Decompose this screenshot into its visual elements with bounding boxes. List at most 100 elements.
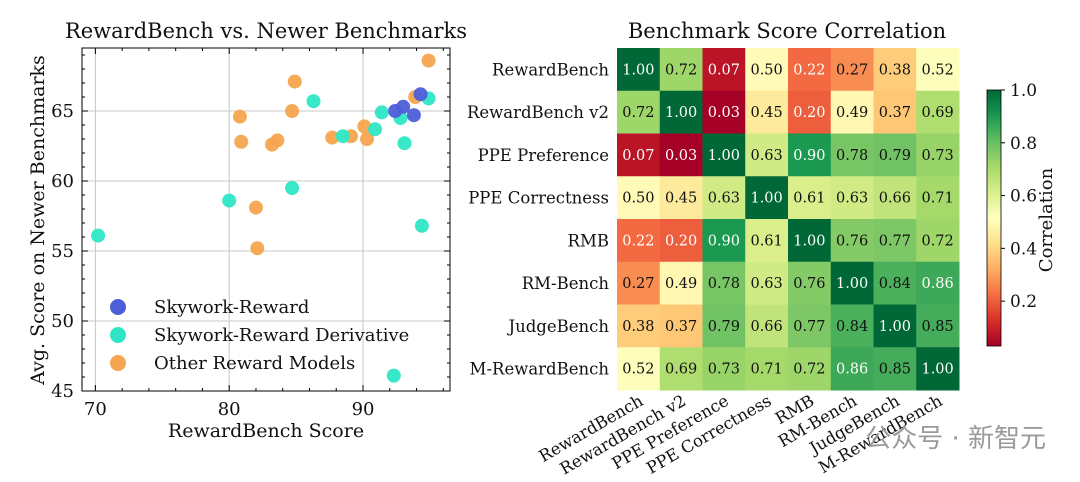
heatmap-chart: Benchmark Score Correlation 1.00 0.72 0.07… [467,19,1057,478]
heatmap-cell [702,261,746,305]
heatmap-cell-value: 0.77 [793,319,825,335]
heatmap-cell-value: 0.45 [665,191,697,207]
scatter-plot-frame [81,47,451,392]
heatmap-cell [830,304,874,348]
scatter-chart: RewardBench vs. Newer Benchmarks 70 80 90 4… [27,19,467,442]
heatmap-row-label: PPE Correctness [468,189,609,208]
heatmap-cell-value: 0.86 [836,362,868,378]
heatmap-cell [788,261,832,305]
heatmap-cell-value: 0.79 [708,319,740,335]
colorbar-label: Correlation [1036,167,1057,272]
scatter-point [248,200,263,215]
scatter-point [270,133,285,148]
scatter-point [413,87,428,102]
heatmap-cell [745,48,789,92]
heatmap-cell [745,133,789,177]
heatmap-cell-value: 0.86 [921,276,953,292]
heatmap-cell-value: 0.63 [708,191,740,207]
heatmap-cell-value: 0.37 [879,105,911,121]
heatmap-cell-value: 0.22 [793,62,825,78]
heatmap-cell [788,176,832,220]
heatmap-cell-value: 0.27 [836,62,868,78]
heatmap-cell [916,261,960,305]
heatmap-cell [659,347,703,391]
scatter-y-axis-label: Avg. Score on Newer Benchmarks [27,55,49,386]
heatmap-cell [745,347,789,391]
heatmap-cell-value: 0.73 [708,362,740,378]
heatmap-cell [617,261,661,305]
heatmap-cell [830,219,874,263]
scatter-point [397,136,412,151]
heatmap-cell-value: 0.49 [836,105,868,121]
legend-label: Other Reward Models [154,353,355,374]
heatmap-cell [745,219,789,263]
heatmap-cell-value: 1.00 [750,191,782,207]
heatmap-cell-value: 0.37 [665,319,697,335]
scatter-point [325,130,340,145]
heatmap-cell-value: 0.77 [879,233,911,249]
scatter-point [250,241,265,256]
scatter-point [232,109,247,124]
x-tick-label: 70 [84,399,107,420]
legend-label: Skywork-Reward Derivative [154,325,409,346]
colorbar-tick-label: 0.6 [1010,187,1037,207]
heatmap-cell [830,176,874,220]
heatmap-cell [873,347,917,391]
heatmap-cell-value: 0.45 [750,105,782,121]
heatmap-cell-value: 0.76 [836,233,868,249]
heatmap-cell-value: 0.63 [836,191,868,207]
heatmap-cell [873,133,917,177]
heatmap-cell [916,90,960,134]
heatmap-cell [873,90,917,134]
heatmap-cell [873,261,917,305]
heatmap-cell-value: 0.07 [622,148,654,164]
scatter-ticks: 70 80 90 45 50 55 60 65 [51,48,450,420]
heatmap-cell-value: 1.00 [793,233,825,249]
heatmap-cell-value: 0.72 [622,105,654,121]
heatmap-cells: 1.00 0.72 0.07 0.50 0.22 0.27 0.38 0.52 0.72 1.00… [617,48,960,391]
heatmap-cell-value: 0.50 [622,191,654,207]
scatter-point [357,119,372,134]
heatmap-cell-value: 0.52 [921,62,953,78]
heatmap-cell [617,133,661,177]
heatmap-cell [873,304,917,348]
heatmap-cell [617,48,661,92]
legend-marker [110,299,126,315]
scatter-point [287,74,302,89]
heatmap-cell-value: 0.72 [665,62,697,78]
heatmap-cell [788,133,832,177]
heatmap-cell [745,176,789,220]
heatmap-cell [830,48,874,92]
y-tick-label: 45 [51,381,74,402]
watermark-text: 公众号 · 新智元 [865,424,1046,454]
heatmap-cell [916,176,960,220]
heatmap-cell [830,90,874,134]
heatmap-cell-value: 0.73 [921,148,953,164]
scatter-legend: Skywork-Reward Skywork-Reward Derivative O… [110,297,409,374]
scatter-title: RewardBench vs. Newer Benchmarks [65,19,467,43]
heatmap-cell [873,176,917,220]
heatmap-cell-value: 1.00 [622,62,654,78]
heatmap-cell [617,304,661,348]
y-tick-label: 60 [51,171,74,192]
heatmap-cell [745,261,789,305]
heatmap-cell [916,347,960,391]
heatmap-cell [617,347,661,391]
heatmap-cell [659,261,703,305]
scatter-point [421,53,436,68]
heatmap-cell [659,176,703,220]
scatter-point [360,132,375,146]
heatmap-cell-value: 0.71 [921,191,953,207]
heatmap-cell [745,304,789,348]
heatmap-cell-value: 0.72 [793,362,825,378]
scatter-point [335,129,350,144]
heatmap-row-label: JudgeBench [506,317,609,336]
heatmap-colorbar: 0.2 0.4 0.6 0.8 1.0 [986,81,1037,347]
scatter-x-axis-label: RewardBench Score [168,420,364,442]
heatmap-cell-value: 0.38 [622,319,654,335]
heatmap-cell [702,219,746,263]
heatmap-cell [659,48,703,92]
heatmap-cell [659,304,703,348]
heatmap-cell-value: 0.84 [879,276,911,292]
